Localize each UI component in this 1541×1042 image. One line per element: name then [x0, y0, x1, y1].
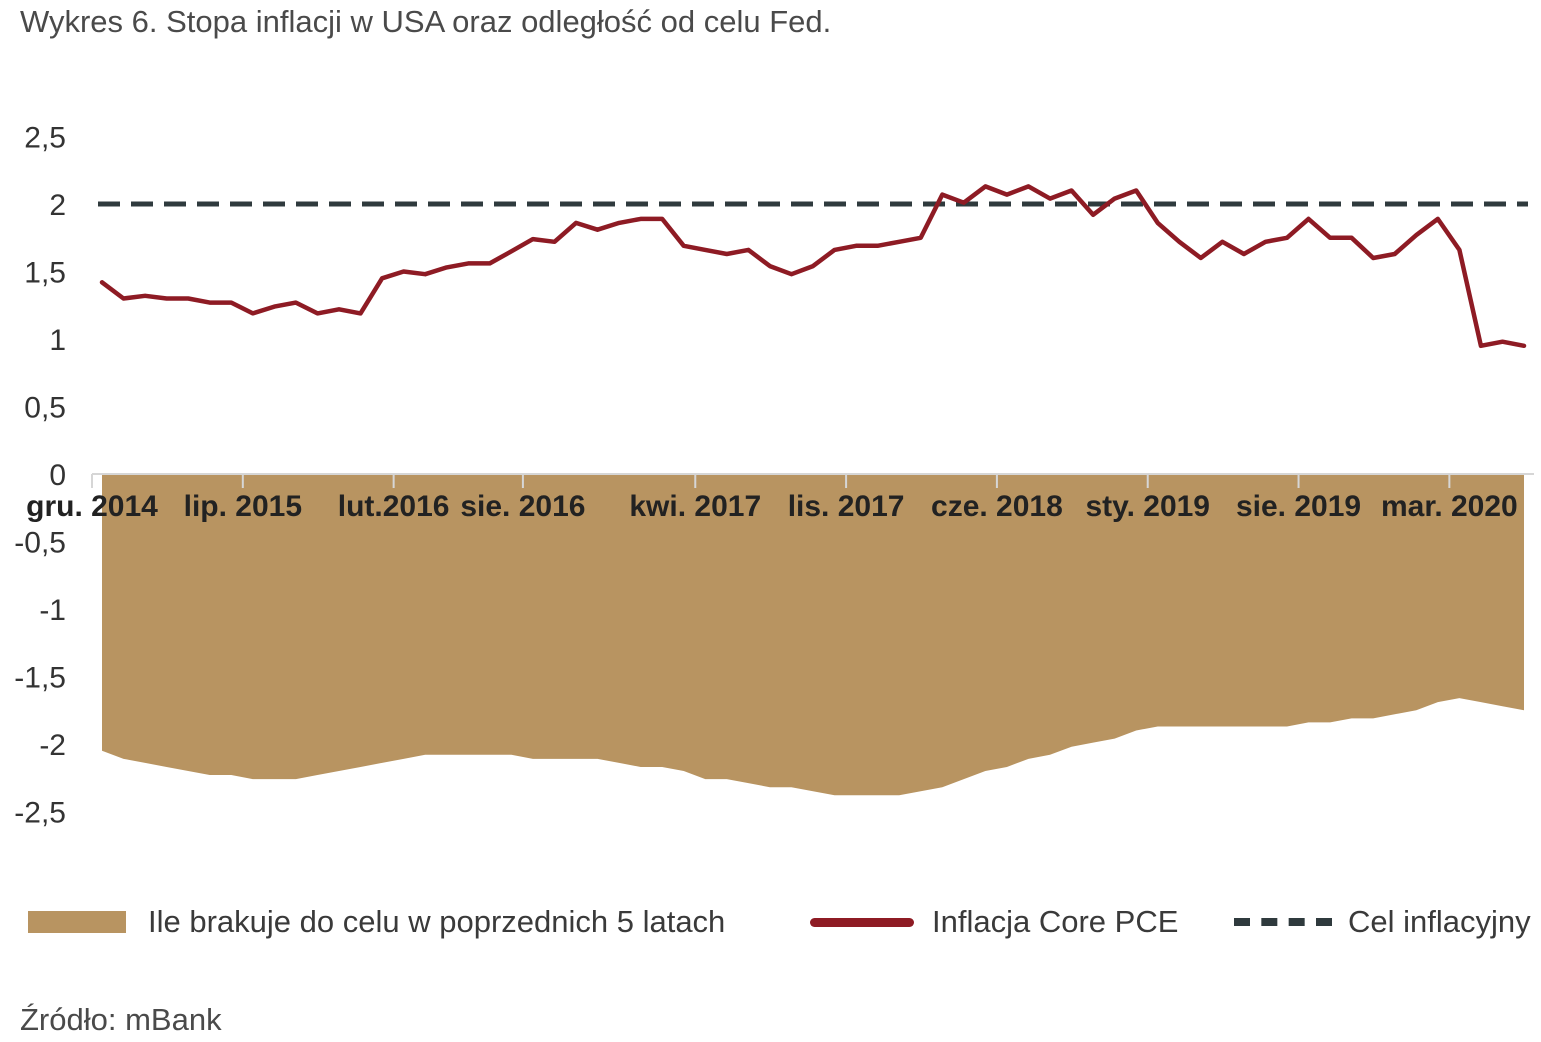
x-tick-label: sie. 2016: [460, 490, 585, 523]
chart-title: Wykres 6. Stopa inflacji w USA oraz odle…: [20, 4, 832, 39]
x-tick-label: mar. 2020: [1381, 490, 1518, 523]
legend-item-target: Cel inflacyjny: [1234, 900, 1531, 944]
legend-swatch-core-pce: [810, 917, 914, 927]
y-tick-label: 0: [49, 459, 66, 492]
chart-legend: Ile brakuje do celu w poprzednich 5 lata…: [0, 900, 1541, 944]
x-tick-label: kwi. 2017: [629, 490, 761, 523]
x-tick-label: gru. 2014: [26, 490, 158, 523]
chart-plot: 2,5 2 1,5 1 0,5 0 -0,5 -1 -1,5 -2 -2,5 gru. 2014 lip…: [14, 122, 1534, 830]
x-tick-label: lip. 2015: [184, 490, 302, 523]
legend-swatch-target: [1234, 918, 1332, 926]
legend-label-core-pce: Inflacja Core PCE: [932, 904, 1179, 939]
y-tick-label: 0,5: [24, 392, 66, 425]
y-tick-label: 1,5: [24, 257, 66, 290]
x-tick-label: lut.2016: [338, 490, 450, 523]
legend-item-core-pce: Inflacja Core PCE: [810, 900, 1178, 944]
legend-item-area: Ile brakuje do celu w poprzednich 5 lata…: [28, 900, 725, 944]
x-tick-label: lis. 2017: [788, 490, 905, 523]
y-tick-label: 2,5: [24, 122, 66, 155]
x-tick-label: cze. 2018: [931, 490, 1063, 523]
source-note: Źródło: mBank: [20, 1002, 222, 1037]
area-gap-to-target: [102, 474, 1524, 796]
legend-label-target: Cel inflacyjny: [1348, 904, 1531, 939]
y-tick-label: -0,5: [14, 527, 66, 560]
y-tick-label: -2,5: [14, 797, 66, 830]
legend-swatch-area: [28, 911, 126, 933]
y-tick-label: 1: [49, 324, 66, 357]
y-tick-label: -1,5: [14, 662, 66, 695]
y-tick-label: -1: [39, 594, 66, 627]
x-tick-label: sie. 2019: [1236, 490, 1361, 523]
x-tick-label: sty. 2019: [1085, 490, 1210, 523]
legend-label-area: Ile brakuje do celu w poprzednich 5 lata…: [148, 904, 726, 939]
y-tick-label: -2: [39, 729, 66, 762]
y-tick-label: 2: [49, 189, 66, 222]
